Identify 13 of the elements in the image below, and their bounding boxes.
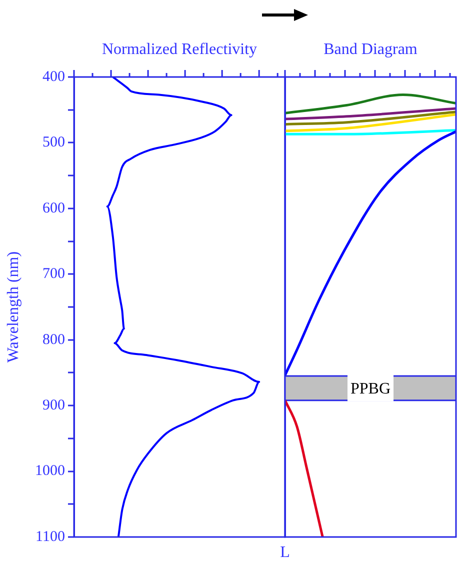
y-tick-label: 600	[42, 200, 65, 216]
x-axis-title: Band Diagram	[324, 40, 418, 58]
x-axis-title: Normalized Reflectivity	[102, 40, 258, 58]
band-label: PPBG	[350, 380, 391, 398]
y-tick-label: 700	[42, 266, 65, 282]
y-tick-label: 1100	[36, 528, 65, 545]
y-tick-label: 400	[42, 68, 65, 85]
y-tick-label: 900	[42, 398, 65, 414]
y-tick-label: 1000	[35, 463, 65, 480]
y-tick-label: 500	[42, 134, 65, 151]
y-axis-title: Wavelength (nm)	[4, 251, 22, 363]
y-tick-label: 800	[42, 332, 65, 348]
text: L	[280, 544, 290, 562]
